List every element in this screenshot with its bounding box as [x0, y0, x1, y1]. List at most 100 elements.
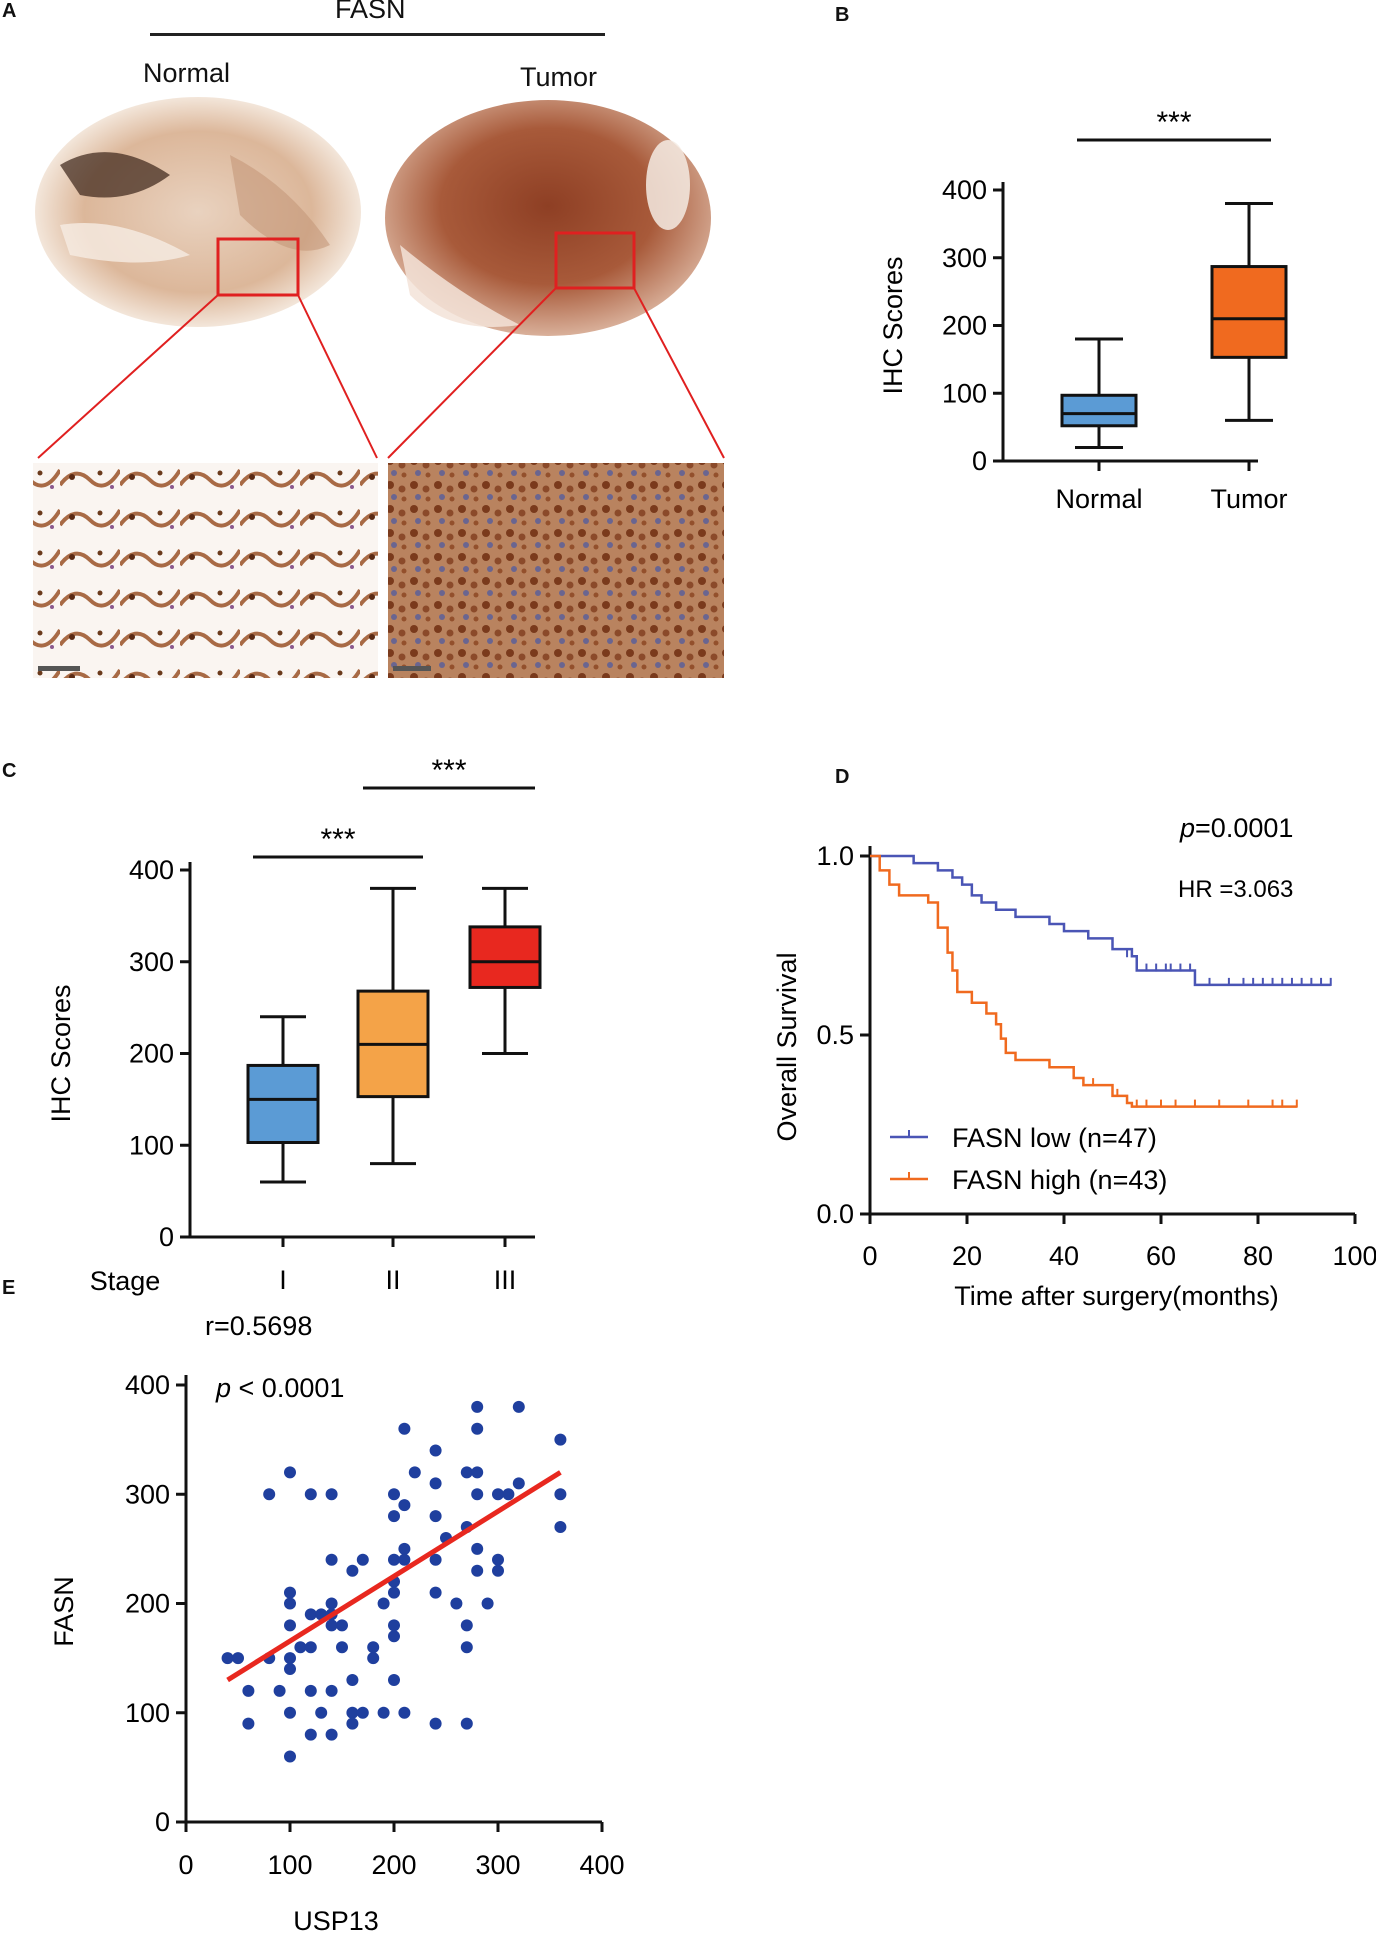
panel-d-survival: 0.0 0.5 1.0 0 20 40 60 80 100 Time after surgery(… [772, 813, 1376, 1311]
panel-letter-b: B [835, 4, 850, 26]
y-tick-label: 200 [125, 1589, 170, 1619]
y-axis-label: FASN [49, 1576, 79, 1647]
x-tick-label: Normal [1055, 484, 1142, 514]
x-axis-label: Stage [90, 1266, 161, 1296]
y-tick-label: 400 [129, 855, 174, 885]
scatter-point [388, 1586, 400, 1599]
scatter-point [554, 1433, 567, 1446]
scatter-point [481, 1597, 494, 1610]
x-tick-label: 100 [1332, 1241, 1376, 1271]
x-tick-label: 300 [475, 1850, 520, 1880]
tumor-tissue-core [385, 100, 711, 336]
x-tick-label: I [279, 1265, 287, 1295]
panel-a-normal-label: Normal [143, 58, 231, 88]
scatter-point [356, 1706, 369, 1719]
legend-label: FASN high (n=43) [952, 1165, 1167, 1195]
significance-label: *** [1156, 110, 1191, 139]
scatter-point [325, 1553, 338, 1566]
scatter-point [336, 1619, 348, 1632]
scatter-point [512, 1400, 525, 1413]
scatter-point [284, 1597, 296, 1610]
scatter-point [304, 1684, 317, 1697]
scatter-point [346, 1564, 359, 1577]
box-iii [468, 925, 542, 989]
tumor-zoom-box [554, 231, 636, 290]
panel-letter-a: A [2, 0, 17, 22]
scatter-point [460, 1717, 473, 1730]
scatter-point [304, 1488, 317, 1501]
survival-curve-high [870, 854, 1297, 1108]
survival-curve-low [870, 854, 1331, 987]
scatter-point [471, 1400, 484, 1413]
y-tick-label: 0 [155, 1807, 170, 1837]
scatter-point [429, 1717, 442, 1730]
y-tick-label: 200 [942, 311, 987, 341]
scatter-point [377, 1597, 390, 1610]
scatter-point [284, 1586, 296, 1599]
y-tick-label: 1.0 [816, 841, 854, 871]
normal-zoom-box [216, 237, 300, 297]
y-tick-label: 300 [942, 243, 987, 273]
scatter-point [346, 1706, 359, 1719]
box-normal [1060, 393, 1138, 428]
scatter-point [325, 1684, 338, 1697]
x-tick-label: II [385, 1265, 400, 1295]
x-tick-label: III [494, 1265, 517, 1295]
panel-letter-d: D [835, 766, 850, 788]
scatter-point [388, 1553, 400, 1566]
scatter-point [367, 1641, 380, 1654]
scatter-point [471, 1466, 484, 1479]
panel-letter-e: E [2, 1277, 16, 1299]
scatter-point [502, 1488, 515, 1501]
scatter-point [377, 1706, 390, 1719]
legend-label: FASN low (n=47) [952, 1123, 1157, 1153]
scatter-point [492, 1553, 504, 1566]
scatter-point [460, 1619, 473, 1632]
scatter-point [460, 1466, 473, 1479]
scatter-point [554, 1521, 567, 1534]
scatter-point [471, 1564, 484, 1577]
scatter-point [284, 1652, 296, 1665]
scatter-point [492, 1488, 504, 1501]
scatter-point [346, 1673, 359, 1686]
scatter-point [284, 1706, 296, 1719]
panel-e-scatter: 0 100 200 300 400 0 100 200 300 400 USP13 FASN r=0.5… [49, 1311, 625, 1934]
y-tick-label: 0.5 [816, 1020, 854, 1050]
normal-tissue-core [35, 97, 361, 327]
x-tick-label: 100 [267, 1850, 312, 1880]
y-tick-label: 400 [942, 175, 987, 205]
y-tick-label: 0.0 [816, 1199, 854, 1229]
scatter-point [388, 1488, 400, 1501]
scatter-point [429, 1510, 442, 1523]
normal-zoom-image [33, 463, 378, 678]
panel-a-title: FASN [335, 0, 406, 24]
scatter-point [408, 1466, 421, 1479]
box-tumor [1210, 265, 1288, 359]
tumor-zoom-image [388, 463, 724, 678]
panel-a-images [33, 97, 725, 678]
scatter-point [242, 1684, 255, 1697]
scatter-point [325, 1728, 338, 1741]
scatter-point [398, 1499, 411, 1512]
y-tick-label: 0 [159, 1222, 174, 1252]
scatter-point [304, 1608, 317, 1621]
scatter-point [346, 1717, 359, 1730]
scatter-point [284, 1750, 296, 1763]
scatter-point [471, 1422, 484, 1435]
correlation-text: r=0.5698 [205, 1311, 312, 1341]
scatter-point [460, 1641, 473, 1654]
y-tick-label: 400 [125, 1370, 170, 1400]
scatter-point [325, 1597, 338, 1610]
regression-line [226, 1470, 562, 1683]
scatter-point [512, 1477, 525, 1490]
y-tick-label: 100 [942, 378, 987, 408]
x-tick-label: 200 [371, 1850, 416, 1880]
scatter-point [284, 1619, 296, 1632]
x-tick-label: Tumor [1210, 484, 1287, 514]
scatter-point [294, 1641, 307, 1654]
y-axis-label: IHC Scores [878, 256, 908, 394]
scatter-point [263, 1488, 276, 1501]
scatter-point [273, 1684, 286, 1697]
scatter-point [492, 1564, 504, 1577]
scatter-point [367, 1652, 380, 1665]
